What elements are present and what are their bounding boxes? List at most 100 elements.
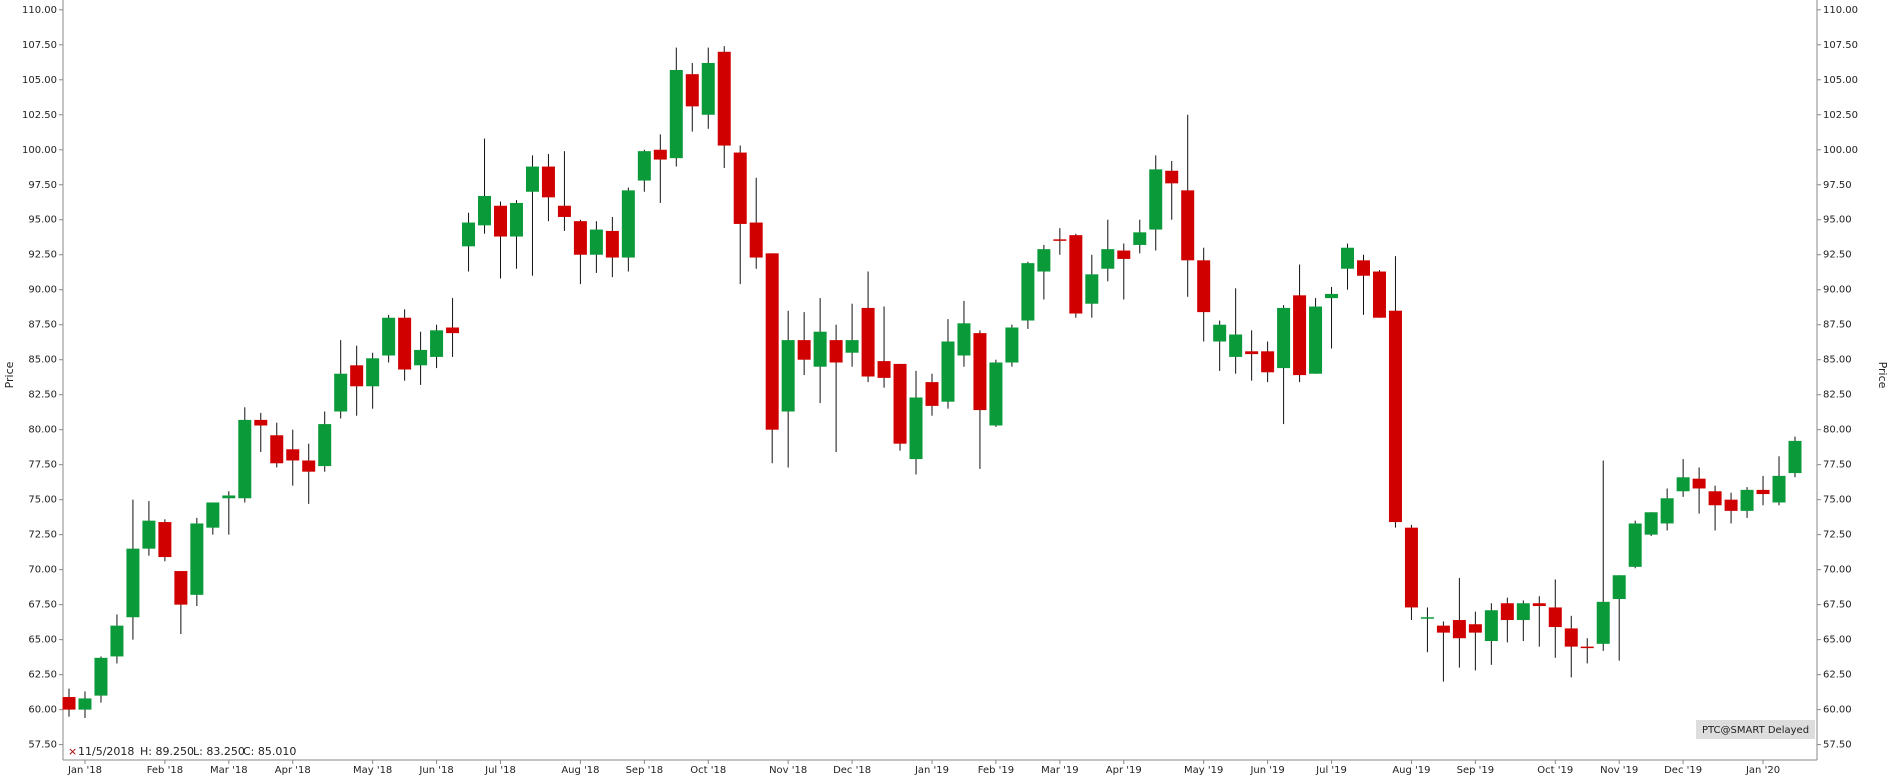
x-tick-label: May '18	[353, 765, 392, 776]
y2-tick-label: 105.00	[1823, 75, 1858, 86]
candle-body	[541, 166, 555, 198]
x-tick-label: Aug '19	[1392, 765, 1430, 776]
y2-tick-label: 100.00	[1823, 145, 1858, 156]
candle-body	[1245, 351, 1259, 355]
y2-tick-label: 70.00	[1823, 565, 1852, 576]
candle-body	[382, 317, 396, 356]
candle-body	[1740, 489, 1754, 511]
candle-body	[829, 340, 843, 363]
candle-body	[733, 152, 747, 224]
y-tick-label: 75.00	[28, 495, 57, 506]
y-tick-label: 95.00	[28, 215, 57, 226]
candle-body	[1420, 617, 1434, 619]
candle-body	[669, 69, 683, 159]
y2-tick-label: 82.50	[1823, 390, 1852, 401]
x-tick-label: Sep '18	[626, 765, 664, 776]
candle-body	[430, 330, 444, 357]
candle-body	[621, 190, 635, 258]
candle-body	[813, 331, 827, 367]
x-tick-label: Jan '19	[914, 765, 949, 776]
y2-tick-label: 62.50	[1823, 670, 1852, 681]
candle-body	[1596, 601, 1610, 644]
y2-tick-label: 57.50	[1823, 740, 1852, 751]
info-bar: × 11/5/2018 H: 89.250 L: 83.250 C: 85.01…	[68, 745, 296, 758]
candle-body	[1101, 249, 1115, 269]
candle-body	[302, 460, 316, 472]
x-tick-label: Apr '19	[1106, 765, 1142, 776]
candle-body	[1644, 512, 1658, 535]
y2-tick-label: 77.50	[1823, 460, 1852, 471]
candle-body	[973, 333, 987, 411]
x-tick-label: Apr '18	[275, 765, 311, 776]
candle-body	[589, 229, 603, 255]
candle-body	[941, 341, 955, 402]
candle-body	[62, 697, 76, 710]
candle-body	[1117, 250, 1131, 259]
candle-body	[845, 340, 859, 353]
candle-body	[1229, 334, 1243, 357]
candle-body	[1436, 625, 1450, 633]
y-tick-label: 105.00	[22, 75, 57, 86]
candle-body	[254, 419, 268, 426]
candle-body	[637, 151, 651, 181]
x-tick-label: Dec '18	[833, 765, 871, 776]
y-tick-label: 92.50	[28, 250, 57, 261]
candle-body	[174, 571, 188, 605]
candle-body	[462, 222, 476, 247]
candle-body	[1309, 306, 1323, 374]
candle-body	[1149, 169, 1163, 230]
marker: ×	[68, 745, 77, 758]
y-tick-label: 72.50	[28, 530, 57, 541]
candle-body	[1213, 324, 1227, 342]
candle-body	[1069, 235, 1083, 314]
y-tick-label: 107.50	[22, 40, 57, 51]
info-high: H: 89.250	[140, 745, 194, 758]
candle-body	[1676, 477, 1690, 492]
x-tick-label: Jul '19	[1315, 765, 1347, 776]
candle-body	[1404, 527, 1418, 608]
candle-body	[1293, 295, 1307, 376]
candle-body	[557, 205, 571, 217]
candle-body	[797, 340, 811, 360]
y2-tick-label: 92.50	[1823, 250, 1852, 261]
candle-body	[765, 253, 779, 430]
y-tick-label: 65.00	[28, 635, 57, 646]
candle-body	[350, 365, 364, 387]
x-tick-label: Jun '18	[418, 765, 453, 776]
candle-body	[1660, 498, 1674, 524]
candle-body	[1468, 624, 1482, 633]
candle-body	[1628, 523, 1642, 567]
y2-tick-label: 102.50	[1823, 110, 1858, 121]
candle-body	[222, 495, 236, 499]
y-tick-label: 62.50	[28, 670, 57, 681]
y-tick-label: 102.50	[22, 110, 57, 121]
candle-body	[1500, 603, 1514, 621]
candle-body	[270, 435, 284, 464]
candle-body	[893, 363, 907, 444]
x-tick-label: Dec '19	[1664, 765, 1702, 776]
x-tick-label: Mar '19	[1041, 765, 1079, 776]
candle-body	[1261, 351, 1275, 373]
y-tick-label: 100.00	[22, 145, 57, 156]
x-tick-label: Jan '18	[67, 765, 102, 776]
candle-body	[1053, 239, 1067, 241]
candle-body	[494, 205, 507, 237]
y2-axis-title: Price	[1876, 362, 1889, 389]
source-box	[1696, 720, 1815, 739]
candle-body	[717, 51, 731, 146]
candle-body	[318, 424, 332, 467]
x-tick-label: Feb '18	[147, 765, 183, 776]
candle-body	[1372, 271, 1386, 318]
candle-body	[1021, 263, 1035, 321]
candle-body	[478, 195, 492, 226]
candle-body	[1181, 190, 1195, 261]
y2-tick-label: 72.50	[1823, 530, 1852, 541]
info-date: 11/5/2018	[78, 745, 134, 758]
candle-body	[1085, 274, 1099, 304]
y-tick-label: 90.00	[28, 285, 57, 296]
candle-body	[653, 149, 667, 160]
y2-tick-label: 75.00	[1823, 495, 1852, 506]
y-tick-label: 85.00	[28, 355, 57, 366]
candle-body	[78, 698, 92, 710]
